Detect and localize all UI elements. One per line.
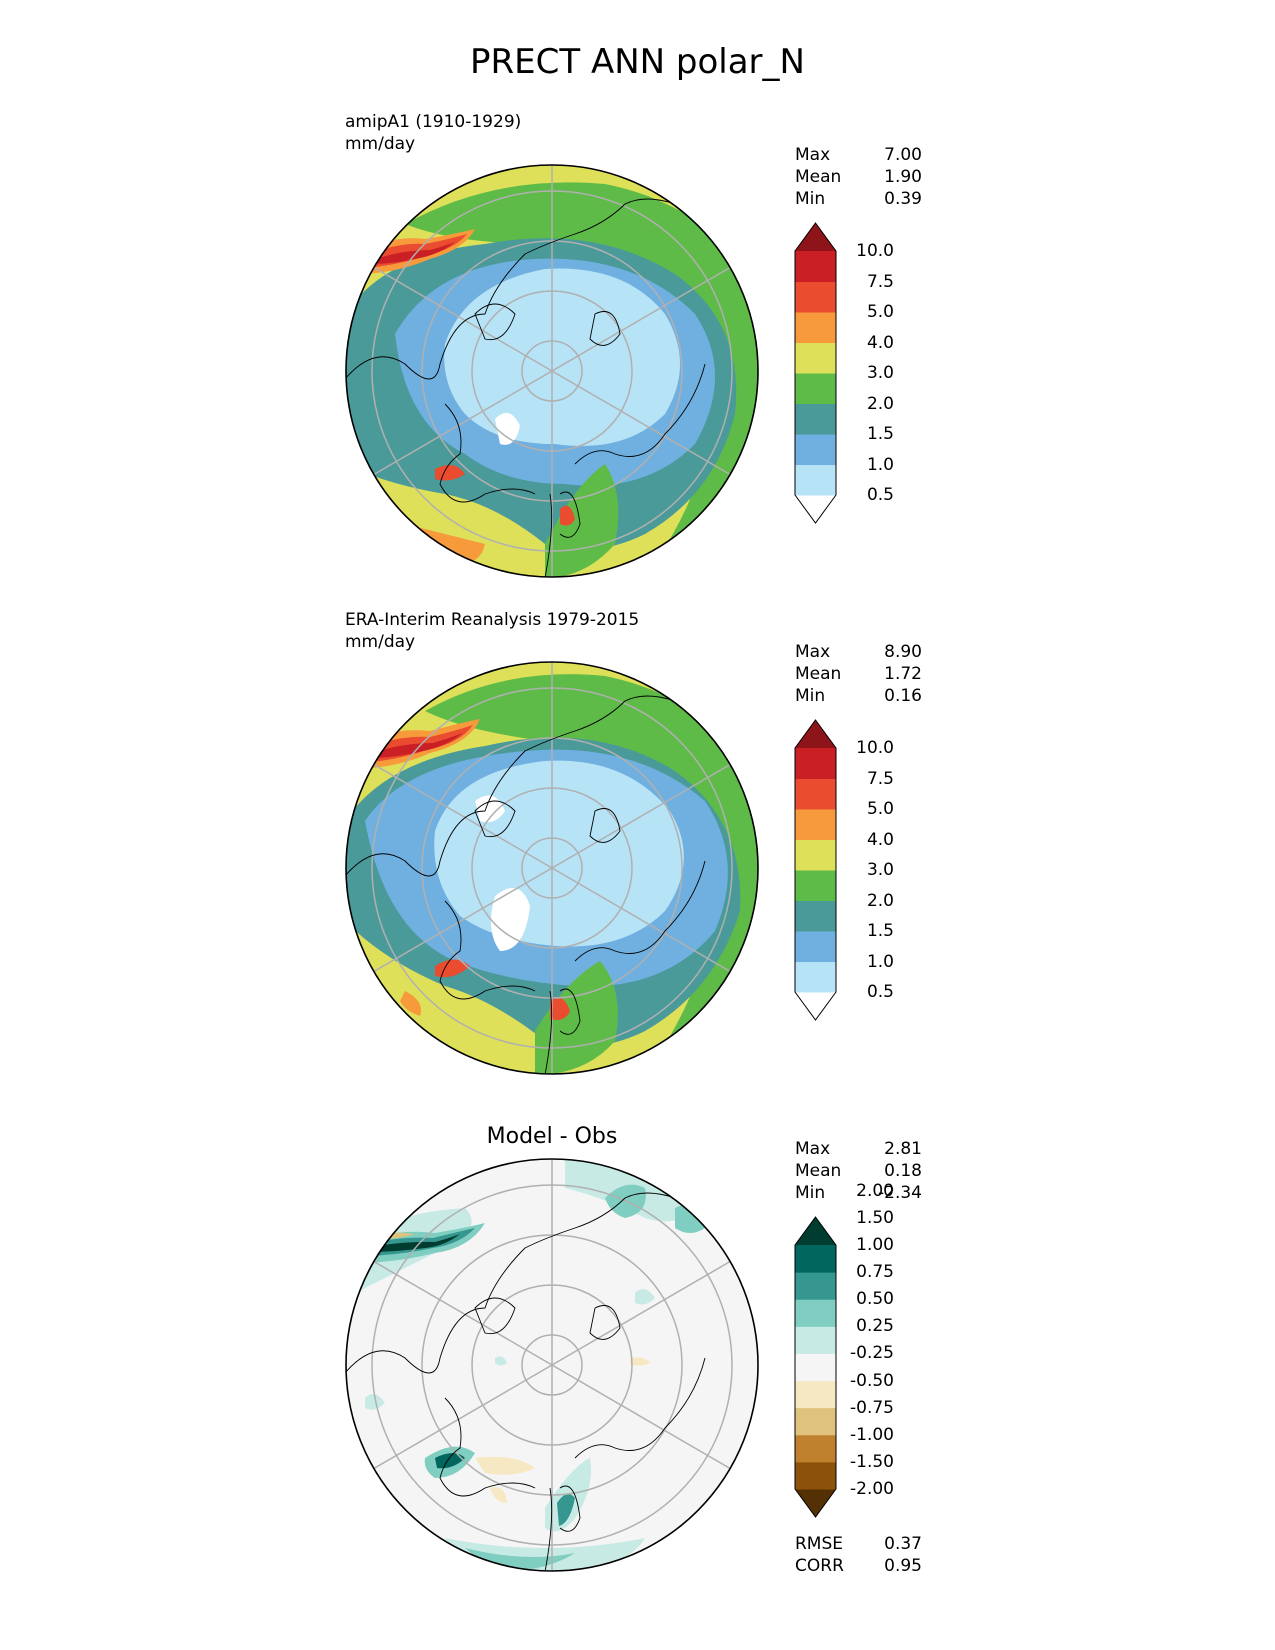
panel-1-stat-max-value: 7.00 [884, 145, 922, 165]
panel-2-stat-max-value: 8.90 [884, 642, 922, 662]
colorbar-tick-label: 1.50 [856, 1207, 894, 1228]
panel-3-stat-mean-label: Mean [795, 1161, 842, 1181]
panel-3-stat-max-label: Max [795, 1139, 831, 1159]
panel-1-stat-mean-label: Mean [795, 167, 842, 187]
colorbar-tick-label: 3.0 [866, 860, 894, 880]
colorbar-tick-label: -1.00 [850, 1424, 894, 1445]
colorbar-segment [795, 839, 836, 871]
colorbar-tick-label: 1.5 [866, 424, 894, 444]
panel-2-colorbar [794, 719, 837, 1021]
panel-2-stat-min-value: 0.16 [884, 686, 922, 706]
colorbar-tick-label: 5.0 [866, 302, 894, 322]
colorbar-tick-label: 5.0 [866, 799, 894, 819]
panel-1-units: mm/day [345, 134, 416, 154]
panel-2-stat-min-label: Min [795, 686, 826, 706]
colorbar-segment [795, 931, 836, 962]
panel-1-stat-min-label: Min [795, 189, 826, 209]
colorbar-segment [795, 373, 836, 404]
colorbar-segment [795, 1407, 836, 1436]
colorbar-segment [795, 748, 836, 779]
panel-2-title: ERA-Interim Reanalysis 1979-2015 [345, 610, 640, 630]
colorbar-extend-high [795, 720, 836, 748]
colorbar-segment [795, 403, 836, 435]
colorbar-segment [795, 778, 836, 810]
colorbar-extend-low [795, 495, 836, 523]
panel-3-stat-max-value: 2.81 [884, 1139, 922, 1159]
colorbar-tick-label: -1.50 [850, 1451, 894, 1472]
colorbar-tick-label: 0.5 [866, 982, 894, 1002]
colorbar-tick-label: 2.0 [866, 393, 894, 414]
panel-1-stat-min-value: 0.39 [884, 189, 922, 209]
colorbar-segment [795, 312, 836, 343]
colorbar-outline [794, 222, 837, 524]
panel-3-rmse-value: 0.37 [884, 1534, 922, 1554]
colorbar-tick-label: 1.0 [866, 454, 894, 475]
colorbar-segment [795, 342, 836, 374]
panel-3-rmse-label: RMSE [795, 1534, 844, 1554]
panel-2-stat-mean-value: 1.72 [884, 664, 922, 684]
colorbar-tick-label: 2.0 [866, 890, 894, 911]
colorbar-segment [795, 900, 836, 932]
panel-2-map [345, 661, 759, 1075]
panel-2-units: mm/day [345, 632, 416, 652]
panel-1-stat-mean-value: 1.90 [884, 167, 922, 187]
colorbar-tick-label: -0.75 [850, 1397, 894, 1418]
panel-3-title: Model - Obs [486, 1124, 618, 1149]
panel-3-stat-min-label: Min [795, 1183, 826, 1203]
colorbar-tick-label: 2.00 [856, 1180, 894, 1201]
colorbar-tick-label: 7.5 [866, 271, 894, 292]
colorbar-tick-label: 0.25 [856, 1316, 894, 1337]
panel-3-corr-label: CORR [795, 1556, 844, 1576]
colorbar-tick-label: 10.0 [856, 738, 894, 758]
colorbar-segment [795, 251, 836, 282]
colorbar-tick-label: -0.50 [850, 1370, 894, 1391]
colorbar-segment [795, 961, 836, 993]
colorbar-segment [795, 1353, 836, 1382]
colorbar-segment [795, 1272, 836, 1300]
colorbar-tick-label: 7.5 [866, 768, 894, 789]
colorbar-tick-label: 1.5 [866, 921, 894, 941]
colorbar-tick-label: 0.75 [856, 1262, 894, 1283]
colorbar-tick-label: -2.00 [850, 1479, 894, 1499]
colorbar-tick-label: 3.0 [866, 363, 894, 383]
panel-1-stat-max-label: Max [795, 145, 831, 165]
colorbar-extend-high [795, 223, 836, 251]
panel-3-corr-value: 0.95 [884, 1556, 922, 1576]
colorbar-segment [795, 1380, 836, 1409]
colorbar-tick-label: 0.50 [856, 1289, 894, 1310]
colorbar-segment [795, 870, 836, 901]
colorbar-extend-low [795, 1489, 836, 1517]
colorbar-tick-label: 1.00 [856, 1235, 894, 1255]
colorbar-tick-label: -0.25 [850, 1343, 894, 1364]
figure-title: PRECT ANN polar_N [470, 42, 805, 82]
colorbar-segment [795, 1434, 836, 1463]
panel-3-stat-mean-value: 0.18 [884, 1161, 922, 1181]
colorbar-segment [795, 1245, 836, 1273]
colorbar-extend-low [795, 992, 836, 1020]
colorbar-segment [795, 1299, 836, 1327]
panel-3-stat-min-value: -2.34 [878, 1183, 922, 1203]
colorbar-segment [795, 809, 836, 840]
panel-1-title: amipA1 (1910-1929) [345, 112, 522, 132]
colorbar-segment [795, 281, 836, 313]
colorbar-segment [795, 1326, 836, 1354]
colorbar-outline [794, 719, 837, 1021]
panel-3-colorbar [794, 1216, 837, 1518]
colorbar-tick-label: 4.0 [866, 332, 894, 353]
colorbar-tick-label: 4.0 [866, 829, 894, 850]
panel-2-stat-max-label: Max [795, 642, 831, 662]
panel-1-colorbar [794, 222, 837, 524]
colorbar-outline [794, 1216, 837, 1518]
colorbar-tick-label: 1.0 [866, 951, 894, 972]
colorbar-tick-label: 0.5 [866, 485, 894, 505]
colorbar-extend-high [795, 1217, 836, 1245]
colorbar-segment [795, 464, 836, 496]
colorbar-segment [795, 1461, 836, 1490]
panel-1-map [345, 164, 759, 578]
panel-3-map [345, 1158, 759, 1572]
colorbar-tick-label: 10.0 [856, 241, 894, 261]
panel-2-stat-mean-label: Mean [795, 664, 842, 684]
colorbar-segment [795, 434, 836, 465]
